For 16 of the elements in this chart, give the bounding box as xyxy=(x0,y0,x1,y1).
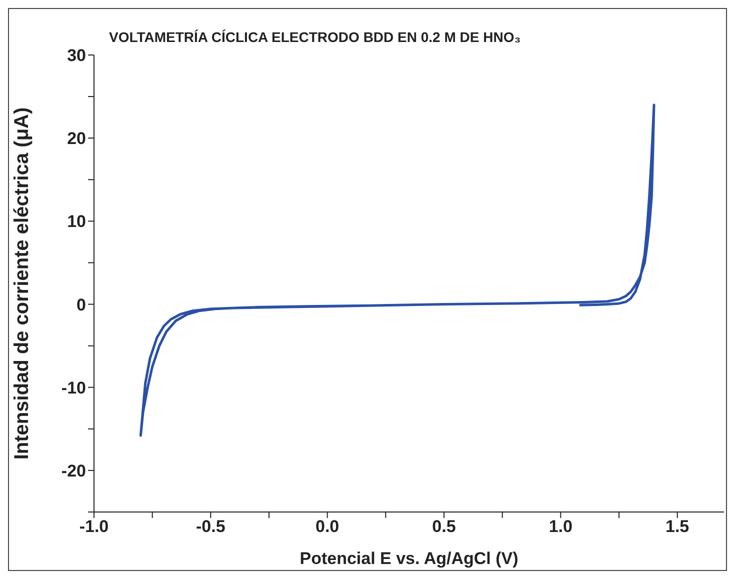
y-tick-label: 20 xyxy=(67,129,86,148)
y-tick-label: -10 xyxy=(61,378,86,398)
x-tick-label: -0.5 xyxy=(196,517,226,536)
x-tick-label: 0.0 xyxy=(316,517,340,536)
x-tick-label: 0.5 xyxy=(432,517,456,536)
x-axis-title: Potencial E vs. Ag/AgCl (V) xyxy=(300,549,518,568)
y-tick-label: 10 xyxy=(67,212,86,232)
y-tick-label: 30 xyxy=(67,46,86,66)
y-tick-label: 0 xyxy=(76,295,86,314)
y-tick-label: -20 xyxy=(61,461,86,480)
x-tick-label: 1.5 xyxy=(666,517,690,536)
line-series xyxy=(139,104,656,437)
y-axis-title: Intensidad de corriente eléctrica (μA) xyxy=(11,107,34,460)
chart-title: VOLTAMETRÍA CÍCLICA ELECTRODO BDD EN 0.2 M DE HNO₃ xyxy=(109,29,521,45)
x-tick-label: 1.0 xyxy=(548,517,572,536)
x-tick-label: -1.0 xyxy=(79,517,109,536)
